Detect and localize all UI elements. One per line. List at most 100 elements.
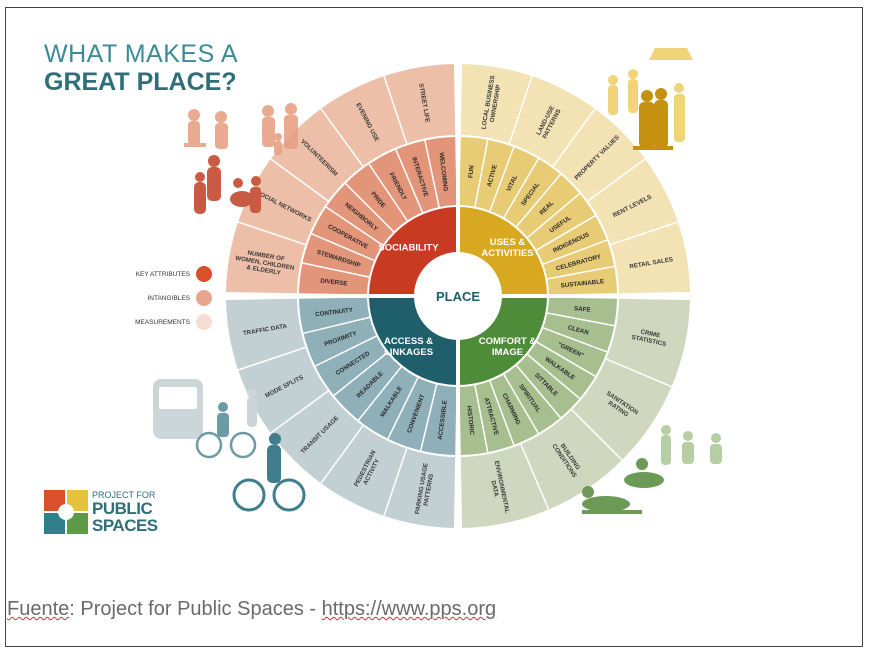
title-line-2: GREAT PLACE? [44,68,237,96]
ring-divider [320,108,365,168]
ring-divider [542,239,609,266]
measurements-ring-access [226,298,456,528]
key-attribute-label-text: COMFORT & [479,336,537,347]
ring-divider [526,192,581,239]
ring-divider [237,221,307,246]
legend-item-measurements: MEASUREMENTS [124,310,212,334]
slide: WHAT MAKES A GREAT PLACE? KEY ATTRIBUTES… [5,7,863,647]
ring-divider [546,265,616,280]
ring-divider [542,326,609,353]
ring-divider [386,376,420,440]
key-attribute-sociability [369,207,458,296]
intangible-uses-sustainable-text: SUSTAINABLE [560,278,604,289]
measurements-ring-uses [460,64,690,294]
intangible-comfort-safe: SAFE [574,305,591,314]
ring-divider [508,75,533,145]
legend-item-intangibles: INTANGIBLES [124,286,212,310]
ring-divider [535,340,597,378]
ring-divider [357,365,403,422]
ring-divider [302,316,371,335]
key-attribute-label-comfort: COMFORT &IMAGE [479,336,537,358]
ring-divider [519,442,550,510]
key-attribute-comfort [458,296,547,385]
legend: KEY ATTRIBUTES INTANGIBLES MEASUREMENTS [124,262,212,334]
legend-label: INTANGIBLES [147,294,190,302]
measurement-comfort-environmental-data-text: DATA [489,480,499,498]
people-silhouettes-comfort-icon [582,425,722,514]
ring-divider [424,139,441,209]
caption-prefix: Fuente [7,598,70,620]
people-silhouettes-activities-icon [608,48,693,150]
ring-divider [301,262,371,279]
key-attribute-label-text: ACCESS & [384,336,433,347]
key-attribute-access [369,296,458,385]
ring-divider [546,312,616,327]
intangible-sociability-welcoming-text: WELCOMING [437,152,448,192]
ring-divider [320,424,365,484]
place-diagram-wheel: DIVERSESTEWARDSHIPCOOPERATIVENEIGHBORLYP… [224,62,692,530]
ring-divider [515,364,562,419]
ring-divider [324,205,384,247]
ring-divider [419,383,438,452]
intangibles-ring-access [299,297,457,455]
people-silhouettes-transit-icon [153,379,306,512]
legend-swatch [196,314,212,330]
intangible-sociability-welcoming: WELCOMING [437,152,448,192]
pps-logo: PROJECT FOR PUBLIC SPACES [44,490,158,534]
ring-divider [570,408,623,461]
ring-divider [551,108,596,168]
key-attribute-label-text: USES & [490,237,526,248]
intangible-access-continuity: CONTINUITY [315,307,354,319]
ring-divider [535,214,597,252]
ring-divider [383,447,408,517]
center-label-place: PLACE [436,289,480,304]
legend-swatch [196,266,212,282]
ring-divider [604,357,672,388]
key-attribute-label-text: SOCIABILITY [378,243,439,254]
intangible-sociability-diverse: DIVERSE [320,277,348,287]
legend-swatch [196,290,212,306]
ring-divider [609,221,679,246]
intangible-access-continuity-text: CONTINUITY [315,307,354,319]
source-link[interactable]: https://www.pps.org [321,598,497,620]
intangible-uses-fun-text: FUN [467,165,475,179]
measurements-ring-sociability [226,64,456,294]
ring-divider [383,75,408,145]
intangible-uses-fun: FUN [467,165,475,179]
ring-divider [488,380,515,447]
ring-divider [314,334,378,368]
key-attribute-label-text: LINKAGES [384,347,433,358]
ring-divider [502,157,540,219]
intangible-uses-sustainable: SUSTAINABLE [560,278,604,289]
ring-divider [488,145,515,212]
intangible-comfort-safe-text: SAFE [574,305,591,314]
ring-divider [310,232,376,262]
key-attribute-uses [458,207,547,296]
diagram-title: WHAT MAKES A GREAT PLACE? [44,42,238,95]
ring-divider [270,389,330,434]
intangible-sociability-diverse-text: DIVERSE [320,277,348,287]
ring-divider [474,138,489,208]
legend-item-key-attributes: KEY ATTRIBUTES [124,262,212,286]
center-circle [416,254,500,338]
intangibles-ring-comfort [459,297,617,455]
key-attribute-label-text: ACTIVITIES [481,248,533,259]
ring-divider [367,162,409,222]
ring-divider [394,148,424,214]
intangibles-ring-uses [459,137,617,295]
pps-logo-word-2: SPACES [92,515,158,535]
caption-text: : Project for Public Spaces - [69,598,322,620]
key-attribute-label-access: ACCESS &LINKAGES [384,336,433,358]
ring-divider [332,351,389,397]
ring-divider [502,373,540,435]
measurement-comfort-crime-statistics-text: CRIME [640,328,661,339]
legend-label: KEY ATTRIBUTES [135,270,190,278]
key-attribute-label-text: IMAGE [492,347,523,358]
legend-label: MEASUREMENTS [135,318,190,326]
key-attribute-label-uses: USES &ACTIVITIES [481,237,533,259]
ring-divider [344,182,395,233]
ring-divider [270,158,330,203]
pps-logo-word-1: PUBLIC [92,498,153,518]
pps-logo-small-text: PROJECT FOR [92,489,156,500]
